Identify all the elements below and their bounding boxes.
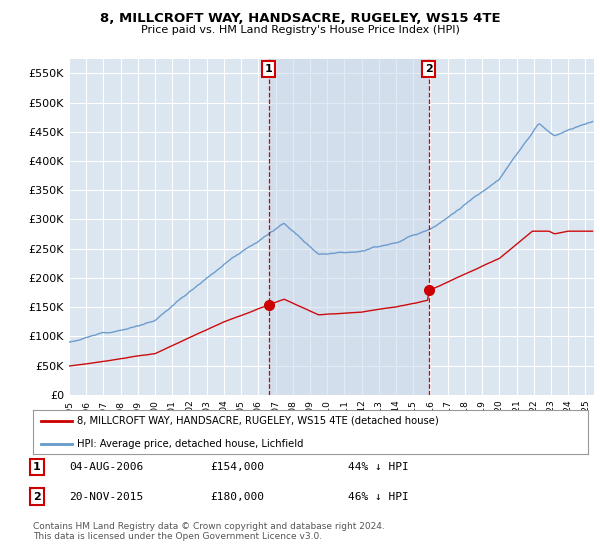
Text: Contains HM Land Registry data © Crown copyright and database right 2024.
This d: Contains HM Land Registry data © Crown c… <box>33 522 385 542</box>
Text: 20-NOV-2015: 20-NOV-2015 <box>69 492 143 502</box>
Text: 2: 2 <box>425 64 433 74</box>
Bar <box>269 59 429 395</box>
Text: 1: 1 <box>265 64 272 74</box>
Text: 2: 2 <box>33 492 41 502</box>
Text: 1: 1 <box>33 462 41 472</box>
Text: 04-AUG-2006: 04-AUG-2006 <box>69 462 143 472</box>
Text: £180,000: £180,000 <box>210 492 264 502</box>
Text: 46% ↓ HPI: 46% ↓ HPI <box>348 492 409 502</box>
Text: 8, MILLCROFT WAY, HANDSACRE, RUGELEY, WS15 4TE (detached house): 8, MILLCROFT WAY, HANDSACRE, RUGELEY, WS… <box>77 416 439 426</box>
Text: 44% ↓ HPI: 44% ↓ HPI <box>348 462 409 472</box>
Text: 8, MILLCROFT WAY, HANDSACRE, RUGELEY, WS15 4TE: 8, MILLCROFT WAY, HANDSACRE, RUGELEY, WS… <box>100 12 500 25</box>
Text: HPI: Average price, detached house, Lichfield: HPI: Average price, detached house, Lich… <box>77 439 304 449</box>
Text: £154,000: £154,000 <box>210 462 264 472</box>
Text: Price paid vs. HM Land Registry's House Price Index (HPI): Price paid vs. HM Land Registry's House … <box>140 25 460 35</box>
